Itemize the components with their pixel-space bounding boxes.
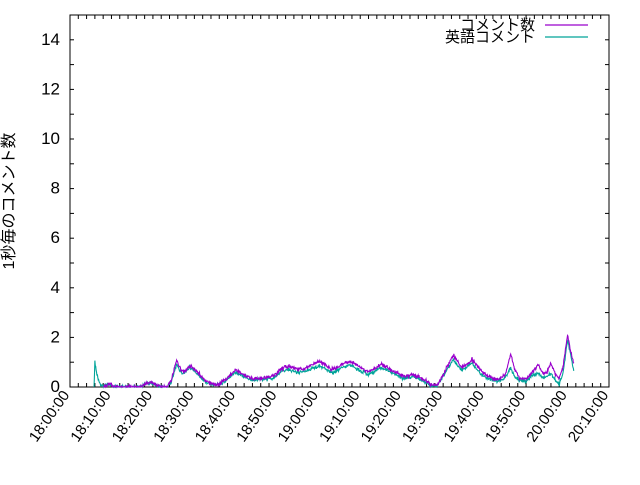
svg-text:10: 10 bbox=[41, 129, 60, 148]
svg-text:8: 8 bbox=[51, 179, 60, 198]
svg-text:2: 2 bbox=[51, 327, 60, 346]
svg-text:14: 14 bbox=[41, 30, 60, 49]
svg-text:1秒毎のコメント数: 1秒毎のコメント数 bbox=[0, 133, 18, 270]
svg-text:12: 12 bbox=[41, 79, 60, 98]
svg-text:6: 6 bbox=[51, 228, 60, 247]
svg-text:英語コメント: 英語コメント bbox=[445, 28, 535, 46]
svg-text:4: 4 bbox=[51, 278, 60, 297]
